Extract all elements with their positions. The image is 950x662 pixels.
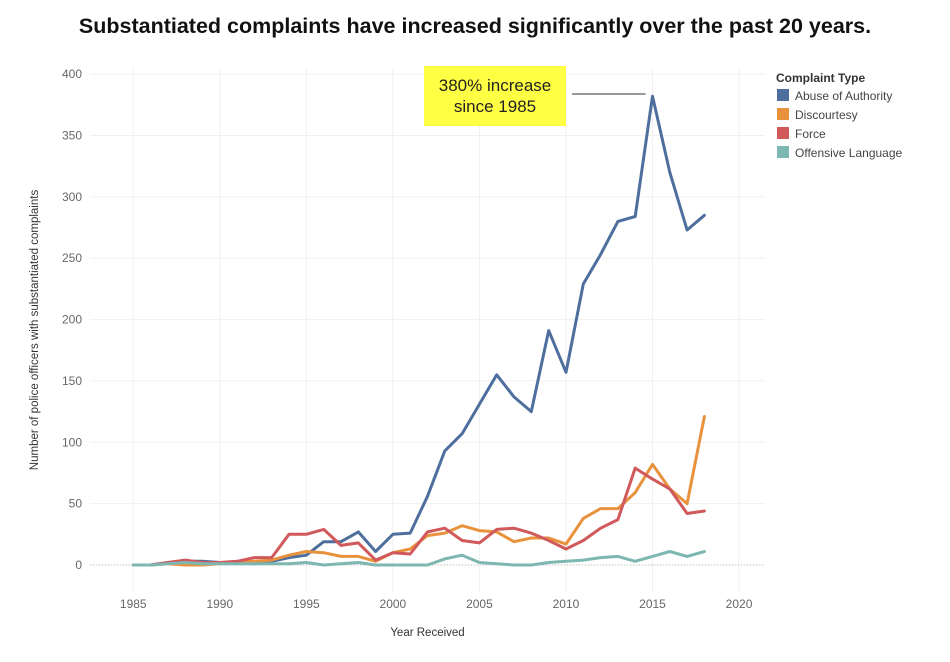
grid bbox=[90, 68, 765, 592]
legend-item: Force bbox=[795, 127, 826, 141]
series-line-abuse-of-authority bbox=[149, 94, 706, 567]
annotation-line-2: since 1985 bbox=[454, 97, 536, 116]
x-tick-label: 1990 bbox=[206, 597, 233, 611]
y-tick-label: 50 bbox=[69, 497, 83, 511]
annotation: 380% increase since 1985 bbox=[424, 66, 646, 126]
annotation-box bbox=[424, 66, 566, 126]
y-tick-label: 100 bbox=[62, 435, 82, 449]
y-tick-label: 150 bbox=[62, 374, 82, 388]
y-tick-label: 0 bbox=[75, 558, 82, 572]
legend-item: Offensive Language bbox=[795, 146, 903, 160]
legend-title: Complaint Type bbox=[776, 71, 865, 85]
y-tick-label: 250 bbox=[62, 251, 82, 265]
series-lines bbox=[131, 94, 706, 567]
legend-swatch bbox=[777, 108, 789, 120]
series-line-offensive-language bbox=[131, 550, 706, 567]
x-axis-ticks: 1985 1990 1995 2000 2005 2010 2015 2020 bbox=[120, 597, 753, 611]
legend-swatch bbox=[777, 146, 789, 158]
x-tick-label: 2000 bbox=[380, 597, 407, 611]
legend-item: Abuse of Authority bbox=[795, 89, 892, 103]
series-line-force bbox=[131, 466, 706, 567]
y-tick-label: 300 bbox=[62, 190, 82, 204]
chart-title: Substantiated complaints have increased … bbox=[78, 14, 872, 38]
legend-swatch bbox=[777, 89, 789, 101]
x-tick-label: 2015 bbox=[639, 597, 666, 611]
legend-item: Discourtesy bbox=[795, 108, 858, 122]
annotation-line-1: 380% increase bbox=[439, 76, 551, 95]
y-tick-label: 350 bbox=[62, 128, 82, 142]
y-axis-label: Number of police officers with substanti… bbox=[29, 190, 41, 471]
y-axis-ticks: 0 50 100 150 200 250 300 350 400 bbox=[62, 67, 82, 572]
x-tick-label: 1995 bbox=[293, 597, 320, 611]
y-tick-label: 400 bbox=[62, 67, 82, 81]
x-tick-label: 2005 bbox=[466, 597, 493, 611]
x-tick-label: 2010 bbox=[553, 597, 580, 611]
x-tick-label: 1985 bbox=[120, 597, 147, 611]
y-tick-label: 200 bbox=[62, 313, 82, 327]
x-axis-label: Year Received bbox=[390, 627, 464, 639]
legend: Complaint Type Abuse of Authority Discour… bbox=[776, 71, 903, 160]
x-tick-label: 2020 bbox=[726, 597, 753, 611]
legend-swatch bbox=[777, 127, 789, 139]
